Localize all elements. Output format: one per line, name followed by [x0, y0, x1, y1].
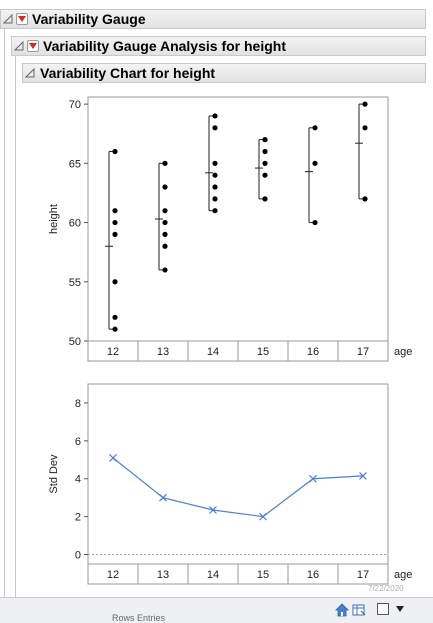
disclosure-triangle-icon[interactable] — [14, 41, 24, 51]
data-point — [362, 125, 368, 131]
data-point — [162, 243, 168, 249]
std-dev-marker — [359, 471, 367, 480]
data-point — [212, 196, 218, 202]
x-tick-label: 12 — [107, 569, 119, 581]
data-point — [112, 279, 118, 285]
data-point — [262, 196, 268, 202]
disclosure-triangle-icon[interactable] — [3, 14, 13, 24]
data-point — [312, 125, 318, 131]
x-tick-label: 13 — [157, 346, 169, 358]
x-tick-label: 16 — [307, 569, 319, 581]
std-dev-chart: 0 2 4 6 8 Std Dev 12 13 14 15 16 17 age — [48, 383, 412, 585]
y-axis-label: Std Dev — [48, 454, 60, 494]
red-triangle-menu-icon[interactable] — [16, 13, 28, 25]
y-tick-label: 0 — [75, 550, 81, 562]
y-tick-label: 6 — [75, 436, 81, 448]
data-point — [262, 148, 268, 155]
outline-title-gauge-analysis: Variability Gauge Analysis for height — [43, 38, 286, 54]
status-text: Rows Entries — [112, 613, 166, 623]
outline-guide-line — [4, 29, 5, 597]
y-tick-label: 70 — [69, 99, 81, 111]
x-tick-label: 13 — [157, 569, 169, 581]
data-point — [112, 314, 118, 320]
x-tick-label: 15 — [257, 569, 269, 581]
y-axis-label: height — [48, 204, 60, 234]
data-point — [212, 184, 218, 190]
y-tick-label: 50 — [69, 336, 81, 348]
data-point — [112, 148, 118, 155]
home-icon[interactable] — [335, 603, 349, 617]
outline-variability-gauge[interactable]: Variability Gauge — [0, 9, 426, 29]
variability-chart: 50 55 60 65 70 height 12 13 14 15 16 17 age — [48, 96, 412, 362]
red-triangle-menu-icon[interactable] — [27, 40, 39, 52]
outline-title-variability-gauge: Variability Gauge — [32, 11, 146, 27]
outline-guide-line — [15, 56, 16, 597]
data-point — [212, 113, 218, 119]
x-tick-label: 17 — [357, 346, 369, 358]
data-point — [212, 160, 218, 166]
x-tick-label: 14 — [207, 569, 219, 581]
x-axis-label: age — [394, 569, 412, 581]
std-dev-line — [112, 457, 364, 518]
marker-stroke — [309, 474, 317, 483]
data-point — [212, 208, 218, 214]
data-point — [162, 160, 168, 166]
plot-frame — [87, 96, 389, 342]
x-tick-label: 17 — [357, 569, 369, 581]
data-point — [362, 196, 368, 202]
std-dev-marker — [159, 493, 167, 502]
y-tick-label: 4 — [75, 474, 81, 486]
data-point — [362, 101, 368, 107]
data-point — [112, 208, 118, 214]
data-point — [162, 219, 168, 226]
data-point — [112, 326, 118, 332]
y-tick-label: 55 — [69, 277, 81, 289]
status-bar: Rows Entries — [0, 597, 433, 623]
data-point — [162, 184, 168, 190]
data-point — [262, 137, 268, 143]
data-point — [112, 231, 118, 237]
marker-stroke — [359, 471, 367, 480]
disclosure-triangle-icon[interactable] — [25, 68, 35, 78]
marker-stroke — [259, 512, 267, 521]
data-point — [212, 172, 218, 178]
marker-stroke — [159, 493, 167, 502]
x-tick-label: 16 — [307, 346, 319, 358]
data-point — [162, 267, 168, 273]
data-point — [312, 160, 318, 166]
date-text: 7/22/2020 — [368, 584, 404, 593]
data-point — [162, 208, 168, 214]
data-point — [212, 125, 218, 131]
std-dev-marker — [109, 453, 117, 462]
data-point — [262, 172, 268, 178]
std-dev-marker — [209, 506, 217, 514]
x-axis-label: age — [394, 346, 412, 358]
x-tick-label: 15 — [257, 346, 269, 358]
data-point — [262, 160, 268, 166]
y-tick-label: 65 — [69, 158, 81, 170]
outline-variability-chart[interactable]: Variability Chart for height — [22, 63, 426, 83]
marker-stroke — [209, 506, 217, 514]
plot-frame — [87, 383, 389, 565]
std-dev-marker — [309, 474, 317, 483]
x-tick-label: 14 — [207, 346, 219, 358]
data-point — [112, 219, 118, 226]
outline-title-variability-chart: Variability Chart for height — [40, 65, 216, 81]
chevron-down-icon[interactable] — [396, 606, 404, 612]
outline-variability-gauge-analysis[interactable]: Variability Gauge Analysis for height — [11, 36, 426, 56]
charts-canvas: 50 55 60 65 70 height 12 13 14 15 16 17 age 0 2 4 6 8 Std… — [48, 96, 412, 585]
std-dev-marker — [259, 512, 267, 521]
marker-stroke — [109, 453, 117, 462]
x-tick-label: 12 — [107, 346, 119, 358]
y-tick-label: 2 — [75, 512, 81, 524]
data-point — [312, 219, 318, 226]
checkbox-icon[interactable] — [377, 603, 389, 615]
y-tick-label: 60 — [69, 218, 81, 230]
data-point — [162, 231, 168, 237]
y-tick-label: 8 — [75, 398, 81, 410]
table-icon[interactable] — [352, 603, 366, 617]
